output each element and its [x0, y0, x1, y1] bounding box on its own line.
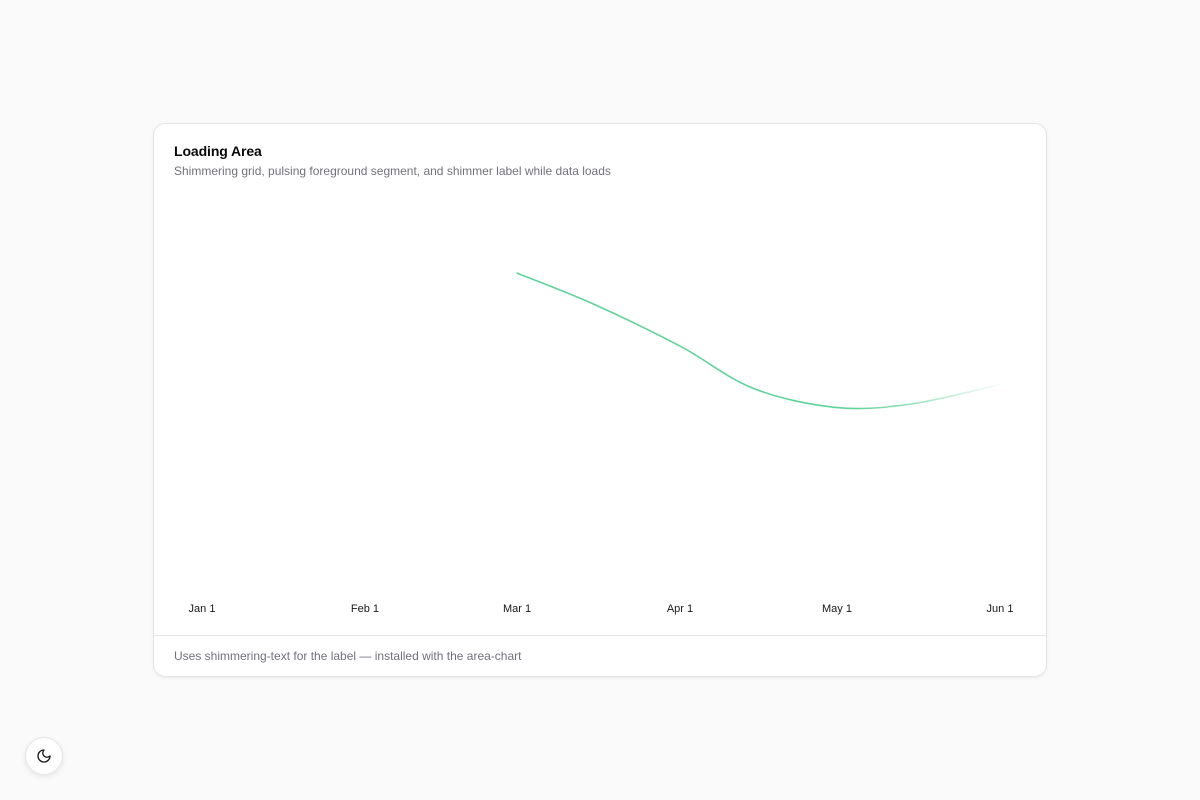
series-line [516, 272, 1001, 410]
x-tick-label: Apr 1 [667, 603, 693, 615]
card-footer: Uses shimmering-text for the label — ins… [154, 635, 1046, 676]
grid-lines [224, 251, 984, 477]
x-tick-label: Mar 1 [503, 603, 531, 615]
x-tick-label: May 1 [822, 603, 852, 615]
x-tick-label: Feb 1 [351, 603, 379, 615]
card-header: Loading Area Shimmering grid, pulsing fo… [174, 142, 1026, 179]
card-subtitle: Shimmering grid, pulsing foreground segm… [174, 164, 611, 178]
moon-icon [36, 748, 52, 764]
area-chart-svg: Jan 1 Feb 1 Mar 1 Apr 1 May 1 Jun 1 [189, 251, 1014, 615]
loading-area-card: Loading Area Shimmering grid, pulsing fo… [153, 123, 1047, 677]
x-tick-label: Jun 1 [987, 603, 1014, 615]
theme-toggle-button[interactable] [25, 737, 63, 775]
series-layer [516, 272, 1001, 410]
area-chart: Jan 1 Feb 1 Mar 1 Apr 1 May 1 Jun 1 [154, 124, 1046, 636]
x-tick-label: Jan 1 [189, 603, 216, 615]
x-axis-ticks: Jan 1 Feb 1 Mar 1 Apr 1 May 1 Jun 1 [189, 603, 1014, 615]
card-title: Loading Area [174, 143, 262, 159]
